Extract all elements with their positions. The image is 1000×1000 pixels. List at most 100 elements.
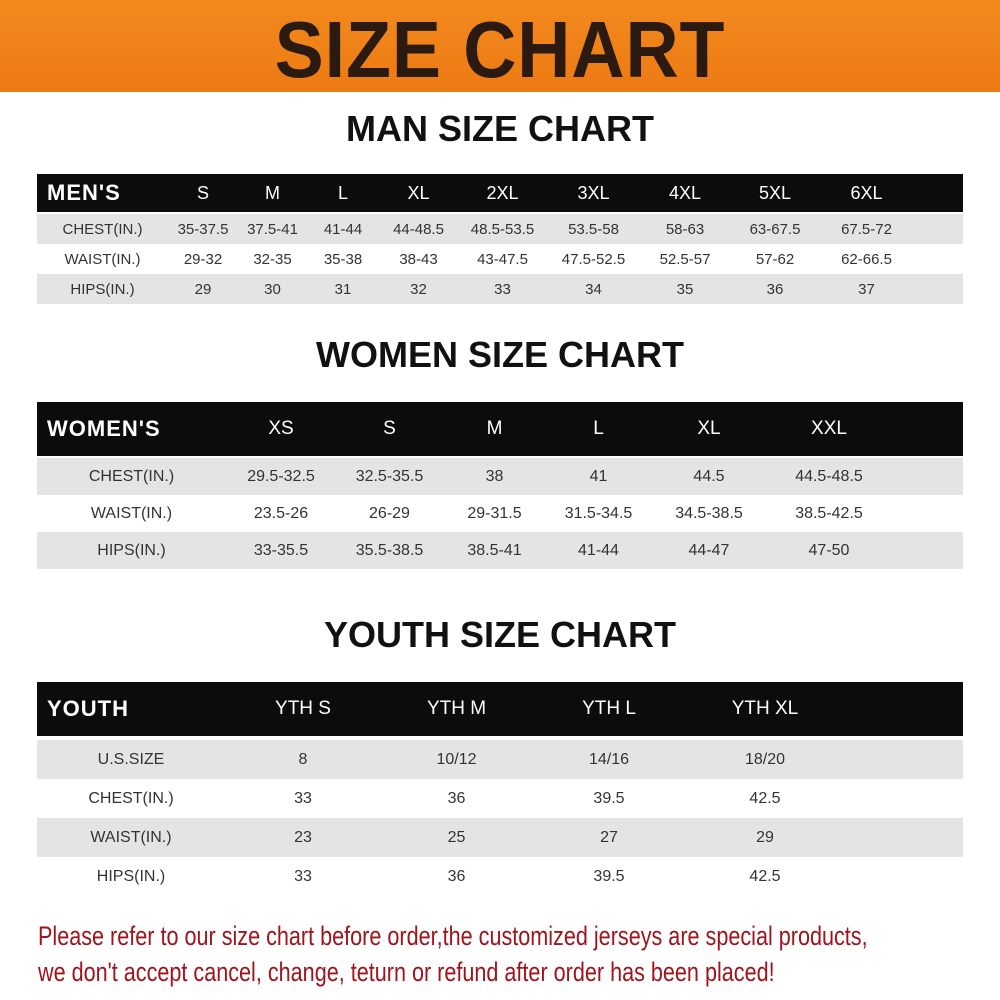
table-cell: 27 [600, 828, 618, 846]
size-header: 5XL [758, 182, 792, 203]
size-header: 6XL [850, 182, 883, 203]
table-row: HIPS(IN.) 33-35.5 35.5-38.5 38.5-41 41-44 44-… [37, 532, 963, 569]
row-label: WAIST(IN.) [90, 828, 172, 846]
title-banner: SIZE CHART [0, 0, 1000, 94]
table-row: WAIST(IN.) 29-32 32-35 35-38 38-43 43-47.5 47.… [37, 244, 963, 274]
header-label: YOUTH [47, 696, 129, 721]
row-label: WAIST(IN.) [64, 250, 141, 268]
table-cell: 18/20 [744, 750, 786, 768]
row-label: CHEST(IN.) [88, 467, 175, 485]
table-cell: 39.5 [593, 867, 625, 885]
size-header: YTH S [275, 698, 331, 719]
table-cell: 62-66.5 [841, 250, 892, 268]
row-label: HIPS(IN.) [70, 280, 135, 298]
table-cell: 41 [589, 467, 608, 485]
header-label: WOMEN'S [47, 416, 161, 441]
table-cell: 44.5 [693, 467, 725, 485]
table-cell: 14/16 [588, 750, 630, 768]
table-cell: 38-43 [399, 250, 438, 268]
row-label: CHEST(IN.) [88, 789, 174, 807]
table-row: U.S.SIZE 8 10/12 14/16 18/20 [37, 740, 963, 779]
table-cell: 8 [298, 750, 308, 768]
size-header: XS [268, 418, 294, 439]
size-header: XL [407, 182, 430, 203]
table-cell: 10/12 [436, 750, 477, 768]
size-header: YTH L [582, 698, 636, 719]
size-header: S [383, 418, 396, 439]
size-header: XXL [811, 418, 847, 439]
women-section-title: WOMEN SIZE CHART [316, 334, 684, 375]
table-row: HIPS(IN.) 33 36 39.5 42.5 [37, 857, 963, 896]
table-row: CHEST(IN.) 33 36 39.5 42.5 [37, 779, 963, 818]
table-cell: 30 [264, 280, 281, 298]
notice-line-2: we don't accept cancel, change, teturn o… [38, 957, 775, 987]
size-header: YTH XL [731, 698, 799, 719]
table-cell: 31.5-34.5 [564, 504, 633, 522]
men-section-title: MAN SIZE CHART [346, 108, 654, 149]
table-cell: 47-50 [808, 541, 850, 559]
table-cell: 33 [494, 280, 511, 298]
table-cell: 25 [447, 828, 466, 846]
youth-section-title: YOUTH SIZE CHART [323, 614, 676, 655]
table-cell: 41-44 [578, 541, 619, 559]
table-cell: 57-62 [755, 250, 795, 268]
table-cell: 36 [447, 789, 466, 807]
table-cell: 34 [585, 280, 602, 298]
table-cell: 38.5-41 [467, 541, 522, 559]
table-cell: 32-35 [253, 250, 292, 268]
table-cell: 44-48.5 [393, 220, 444, 238]
notice-line-1: Please refer to our size chart before or… [38, 921, 868, 951]
size-header: M [486, 418, 503, 439]
size-header: M [265, 182, 280, 203]
table-row: CHEST(IN.) 29.5-32.5 32.5-35.5 38 41 44.5 44.5… [37, 458, 963, 495]
table-cell: 67.5-72 [841, 220, 892, 238]
table-cell: 23.5-26 [253, 504, 309, 522]
table-cell: 37.5-41 [247, 220, 298, 238]
table-cell: 34.5-38.5 [675, 504, 743, 522]
women-size-table: WOMEN'S XS S M L XL XXL CHEST(IN.) 29.5-32.5 32.5… [37, 402, 963, 569]
table-cell: 29-32 [183, 250, 223, 268]
table-cell: 33 [294, 867, 312, 885]
table-cell: 42.5 [749, 789, 781, 807]
table-cell: 35-38 [323, 250, 363, 268]
row-label: WAIST(IN.) [90, 504, 173, 522]
size-header: 4XL [668, 182, 702, 203]
row-label: U.S.SIZE [97, 750, 165, 768]
banner-title: SIZE CHART [274, 5, 726, 94]
order-notice: Please refer to our size chart before or… [38, 918, 958, 990]
table-cell: 32 [410, 280, 427, 298]
table-cell: 31 [334, 280, 352, 298]
table-cell: 44-47 [688, 541, 730, 559]
table-cell: 47.5-52.5 [561, 250, 626, 268]
table-cell: 58-63 [665, 220, 705, 238]
table-cell: 37 [858, 280, 875, 298]
table-row: WAIST(IN.) 23.5-26 26-29 29-31.5 31.5-34.5 34… [37, 495, 963, 532]
table-cell: 53.5-58 [568, 220, 619, 238]
size-header: 3XL [577, 182, 610, 203]
size-header: S [196, 182, 209, 203]
table-header-row: MEN'S S M L XL 2XL 3XL 4XL 5XL 6XL [37, 174, 963, 212]
table-header-row: YOUTH YTH S YTH M YTH L YTH XL [37, 682, 963, 736]
table-cell: 26-29 [369, 504, 410, 522]
table-cell: 44.5-48.5 [795, 467, 863, 485]
table-cell: 29 [756, 828, 774, 846]
men-size-table: MEN'S S M L XL 2XL 3XL 4XL 5XL 6XL CHEST(IN.) 35-37… [37, 174, 963, 304]
table-cell: 29-31.5 [467, 504, 522, 522]
table-cell: 35.5-38.5 [355, 541, 424, 559]
table-row: WAIST(IN.) 23 25 27 29 [37, 818, 963, 857]
header-label: MEN'S [47, 180, 121, 205]
size-header: YTH M [426, 698, 487, 719]
table-cell: 35-37.5 [177, 220, 229, 238]
table-cell: 29 [194, 280, 212, 298]
table-cell: 36 [766, 280, 784, 298]
table-row: CHEST(IN.) 35-37.5 37.5-41 41-44 44-48.5 48.5… [37, 214, 963, 244]
table-row: HIPS(IN.) 29 30 31 32 33 34 35 36 37 [37, 274, 963, 304]
table-cell: 48.5-53.5 [470, 220, 535, 238]
row-label: HIPS(IN.) [96, 867, 166, 885]
table-cell: 32.5-35.5 [355, 467, 424, 485]
table-cell: 41-44 [323, 220, 363, 238]
table-cell: 63-67.5 [749, 220, 801, 238]
size-header: XL [697, 418, 721, 439]
table-cell: 52.5-57 [659, 250, 711, 268]
size-header: 2XL [486, 182, 519, 203]
